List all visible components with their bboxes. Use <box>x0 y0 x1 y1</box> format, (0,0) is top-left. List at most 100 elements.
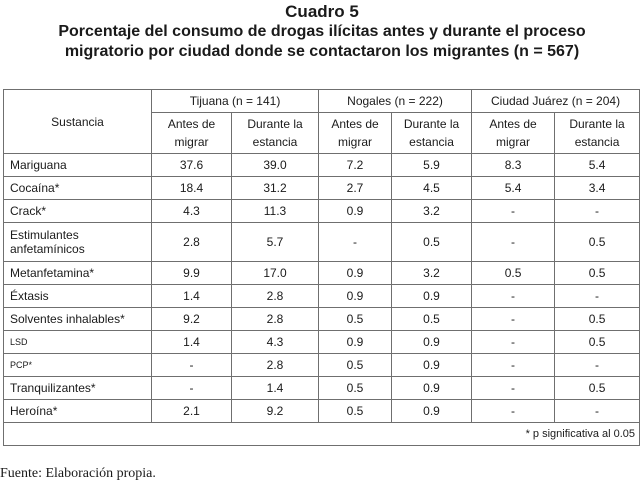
table-cell: - <box>554 199 641 223</box>
table-cell: 0.9 <box>318 261 393 285</box>
substance-name: PCP* <box>3 353 152 377</box>
table-cell: - <box>471 222 556 262</box>
table-cell: 5.4 <box>471 176 556 200</box>
table-cell: 0.9 <box>391 399 473 423</box>
table-cell: 0.5 <box>554 261 641 285</box>
substance-name: Tranquilizantes* <box>3 376 152 400</box>
table-cell: 0.5 <box>471 261 556 285</box>
table-cell: 5.4 <box>554 153 641 177</box>
table-cell: 5.9 <box>391 153 473 177</box>
table-cell: 39.0 <box>230 153 320 177</box>
table-cell: 0.5 <box>554 222 641 262</box>
substance-name: Crack* <box>3 199 152 223</box>
table-subtitle-line-2: migratorio por ciudad donde se contactar… <box>64 43 580 60</box>
table-cell: 31.2 <box>230 176 320 200</box>
table-title-block: Cuadro 5 Porcentaje del consumo de droga… <box>0 2 644 62</box>
table-cell: 8.3 <box>471 153 556 177</box>
table-cell: - <box>471 199 556 223</box>
significance-footnote: * p significativa al 0.05 <box>2 422 641 446</box>
table-row: Metanfetamina* 9.9 17.0 0.9 3.2 0.5 0.5 <box>3 261 641 285</box>
table-cell: 0.9 <box>391 284 473 308</box>
table-cell: 4.5 <box>391 176 473 200</box>
table-row: PCP* - 2.8 0.5 0.9 - - <box>3 353 641 377</box>
table-cell: 1.4 <box>151 330 232 354</box>
city-header-tijuana: Tijuana (n = 141) <box>150 89 320 113</box>
table-cell: 0.5 <box>318 399 393 423</box>
period-header-before: Antes de migrar <box>318 112 393 154</box>
substance-name: Cocaína* <box>3 176 152 200</box>
table-number: Cuadro 5 <box>285 2 359 21</box>
table-cell: - <box>471 284 556 308</box>
table-row: Solventes inhalables* 9.2 2.8 0.5 0.5 - … <box>3 307 641 331</box>
table-subtitle-line-1: Porcentaje del consumo de drogas ilícita… <box>58 23 586 40</box>
table-row: Cocaína* 18.4 31.2 2.7 4.5 5.4 3.4 <box>3 176 641 200</box>
table-cell: 0.5 <box>554 330 641 354</box>
period-header-during: Durante la estancia <box>554 112 641 154</box>
period-header-during: Durante la estancia <box>230 112 320 154</box>
table-cell: 7.2 <box>318 153 393 177</box>
table-cell: 2.8 <box>230 353 320 377</box>
table-cell: - <box>471 353 556 377</box>
table-cell: 3.2 <box>391 261 473 285</box>
table-cell: 1.4 <box>230 376 320 400</box>
substance-header: Sustancia <box>3 89 152 154</box>
table-cell: 9.2 <box>230 399 320 423</box>
header-row-cities: Sustancia Tijuana (n = 141) Nogales (n =… <box>3 89 641 154</box>
substance-name: Heroína* <box>3 399 152 423</box>
city-header-ciudad-juarez: Ciudad Juárez (n = 204) <box>471 89 641 113</box>
table-cell: 1.4 <box>151 284 232 308</box>
period-header-before: Antes de migrar <box>471 112 556 154</box>
table-cell: 0.5 <box>318 353 393 377</box>
table-row: Éxtasis 1.4 2.8 0.9 0.9 - - <box>3 284 641 308</box>
table-cell: 0.5 <box>391 307 473 331</box>
footnote-row: * p significativa al 0.05 <box>2 422 641 446</box>
table-cell: 11.3 <box>230 199 320 223</box>
table-cell: 3.2 <box>391 199 473 223</box>
table-cell: 2.8 <box>230 284 320 308</box>
table-cell: - <box>318 222 393 262</box>
table-cell: 0.5 <box>554 376 641 400</box>
table-row: LSD 1.4 4.3 0.9 0.9 - 0.5 <box>3 330 641 354</box>
table-cell: 0.5 <box>318 307 393 331</box>
table-row: Estimulantes anfetamínicos 2.8 5.7 - 0.5 … <box>3 222 641 262</box>
table-cell: 0.9 <box>391 376 473 400</box>
table-cell: 0.9 <box>318 199 393 223</box>
table-row: Heroína* 2.1 9.2 0.5 0.9 - - <box>3 399 641 423</box>
table-cell: - <box>471 330 556 354</box>
table-cell: 0.9 <box>391 330 473 354</box>
table-cell: 5.7 <box>230 222 320 262</box>
table-cell: 18.4 <box>151 176 232 200</box>
substance-name: Éxtasis <box>3 284 152 308</box>
source-note: Fuente: Elaboración propia. <box>0 466 156 481</box>
table-cell: 0.5 <box>318 376 393 400</box>
table-cell: - <box>471 399 556 423</box>
period-header-during: Durante la estancia <box>391 112 473 154</box>
table-cell: 0.9 <box>318 330 393 354</box>
table-cell: 2.8 <box>230 307 320 331</box>
table-cell: - <box>151 353 232 377</box>
table-cell: 4.3 <box>151 199 232 223</box>
table-cell: 4.3 <box>230 330 320 354</box>
table-cell: 0.9 <box>318 284 393 308</box>
drug-consumption-table: Sustancia Tijuana (n = 141) Nogales (n =… <box>2 89 641 446</box>
table-cell: 2.8 <box>151 222 232 262</box>
substance-name: Metanfetamina* <box>3 261 152 285</box>
table-cell: 0.5 <box>391 222 473 262</box>
table-cell: 0.5 <box>554 307 641 331</box>
city-header-nogales: Nogales (n = 222) <box>318 89 473 113</box>
header-row-periods: Antes de migrar Durante la estancia Antes … <box>4 112 641 154</box>
table-row: Tranquilizantes* - 1.4 0.5 0.9 - 0.5 <box>3 376 641 400</box>
table-cell: - <box>554 284 641 308</box>
table-cell: 9.2 <box>151 307 232 331</box>
table-row: Crack* 4.3 11.3 0.9 3.2 - - <box>3 199 641 223</box>
table-cell: - <box>554 399 641 423</box>
table-cell: 2.7 <box>318 176 393 200</box>
table-cell: - <box>554 353 641 377</box>
table-cell: - <box>471 307 556 331</box>
table-cell: - <box>471 376 556 400</box>
table-cell: 3.4 <box>554 176 641 200</box>
substance-name: Mariguana <box>3 153 152 177</box>
period-header-before: Antes de migrar <box>151 112 232 154</box>
table-cell: 9.9 <box>151 261 232 285</box>
table-cell: - <box>151 376 232 400</box>
